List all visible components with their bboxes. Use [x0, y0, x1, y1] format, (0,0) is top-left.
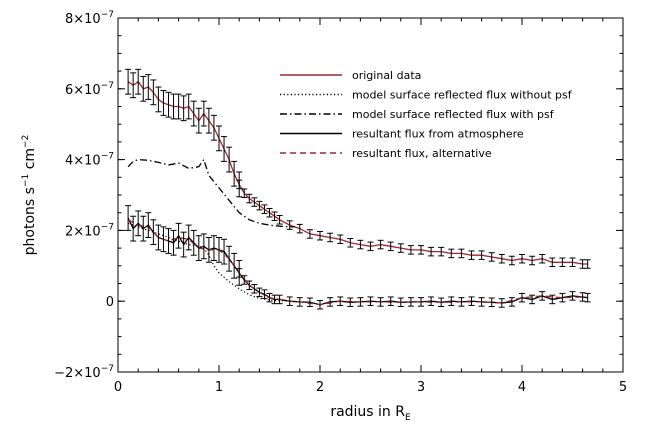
series-layer — [127, 80, 588, 306]
x-tick-label: 4 — [518, 380, 526, 395]
y-tick-label: 0 — [106, 295, 114, 310]
y-tick-label: −2×10−7 — [54, 364, 114, 381]
errorbar-layer — [125, 68, 591, 310]
x-tick-label: 0 — [114, 380, 122, 395]
x-tick-label: 5 — [619, 380, 627, 395]
legend: original data model surface reflected flu… — [280, 69, 573, 160]
x-tick-label: 3 — [417, 380, 425, 395]
legend-label: model surface reflected flux without psf — [352, 89, 573, 102]
legend-label: original data — [352, 69, 421, 82]
y-axis-label: photons s−1 cm−2 — [21, 135, 38, 256]
series-line-model-surface-reflected-flux-with-psf — [127, 158, 295, 228]
series-line-resultant-flux-alternative — [127, 219, 583, 306]
x-axis-label: radius in RE — [330, 404, 411, 423]
x-tick-label: 1 — [215, 380, 223, 395]
x-tick-label: 2 — [316, 380, 324, 395]
legend-label: model surface reflected flux with psf — [352, 108, 555, 121]
series-line-original-data — [127, 80, 588, 265]
legend-label: resultant flux from atmosphere — [352, 128, 524, 141]
legend-label: resultant flux, alternative — [352, 147, 492, 160]
